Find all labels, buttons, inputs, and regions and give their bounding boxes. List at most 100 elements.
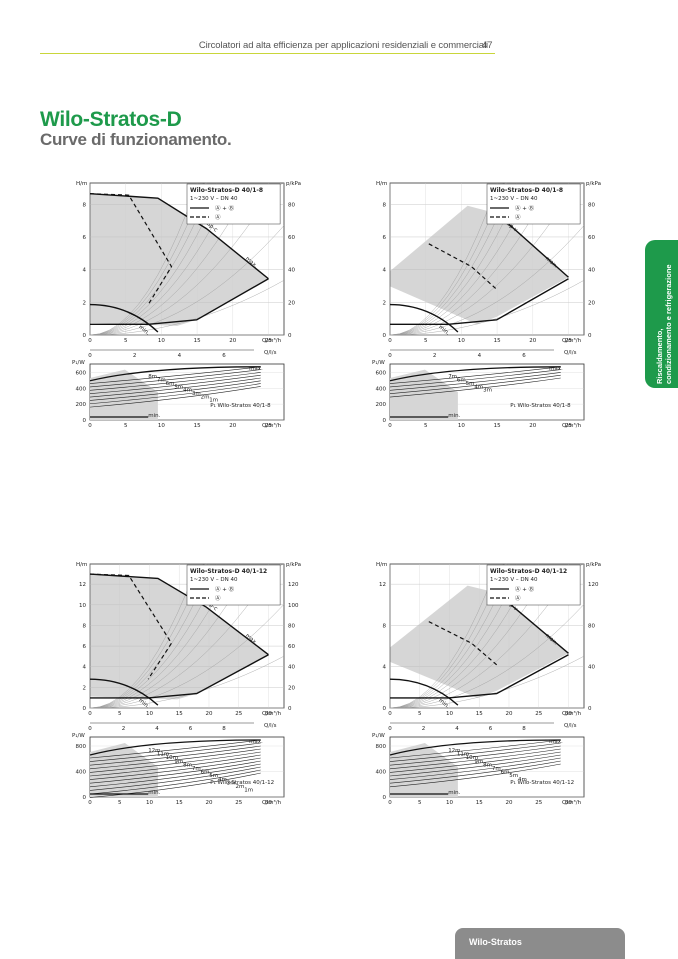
pw-tick-label: 200 [76,402,87,408]
single-pump-curve [428,621,498,666]
q-tick-label: 20 [205,711,212,717]
h-tick-label: 6 [83,644,87,650]
power-q-tick: 5 [418,800,422,806]
power-q-axis-label: Q/m³/h [262,799,282,806]
power-curve-label: 3m [192,391,201,397]
p-tick-label: 80 [588,623,595,629]
power-q-tick: 15 [494,423,501,429]
chart-panel-1: 0 0 2 20 4 40 6 60 8 80 0 5 10 15 20 25 Δp-c max. min. Wilo… [72,175,302,435]
p-tick-label: 20 [288,685,295,691]
legend-subtitle: 1~230 V – DN 40 [190,196,238,202]
pw-tick-label: 400 [76,386,87,392]
ql-axis-label: Q/l/s [564,350,577,356]
legend-entry: Ⓐ + Ⓑ [515,585,535,593]
system-curve [89,182,207,336]
power-curve [89,383,261,405]
control-curve [90,654,269,699]
power-curve [389,763,561,788]
system-curve [389,563,536,709]
power-q-tick: 5 [124,423,128,429]
legend-subtitle: 1~230 V – DN 40 [190,577,238,583]
pw-tick-label: 0 [83,418,87,424]
pw-tick-label: 800 [76,744,87,750]
power-curve-label: 3m [483,388,492,394]
p-tick-label: 80 [588,202,595,208]
power-curve [89,757,261,780]
q-tick-label: 5 [418,711,422,717]
p-axis-label: p/kPa [586,181,601,187]
section-side-tab[interactable]: Riscaldamento, condizionamento e refrige… [645,240,678,388]
chart-panel-4: 0 0 4 40 8 80 12 120 0 5 10 15 20 25 30 Δp-v max. min. Wil… [372,556,602,820]
power-q-tick: 30 [565,800,572,806]
h-axis-label: H/m [76,562,87,568]
h-tick-label: 2 [83,300,87,306]
power-legend: P₁ Wilo-Stratos 40/1-12 [510,780,574,786]
power-q-tick: 25 [565,423,572,429]
power-max-curve [89,739,261,756]
h-tick-label: 10 [79,603,86,609]
p-tick-label: 120 [288,582,299,588]
power-curve-label: 12m [148,748,160,754]
power-legend: P₁ Wilo-Stratos 40/1-8 [510,403,571,409]
power-curve-label: 7m [157,378,166,384]
pump-curve-chart: 0 02 204 406 608 800 5 10 15 20 25Δp-cmax.min.Wilo… [72,181,301,429]
power-curve [389,374,561,394]
power-q-tick: 5 [424,423,428,429]
power-curve [89,742,261,762]
min-curve [389,678,459,706]
q-tick-label: 20 [229,338,236,344]
pw-tick-label: 400 [376,770,387,776]
q-tick-label: 15 [494,338,501,344]
power-curve-label: 10m [466,755,478,761]
q-tick-label: 0 [388,338,392,344]
q-tick-label: 10 [146,711,153,717]
q-tick-label: 15 [176,711,183,717]
h-tick-label: 4 [83,268,87,274]
power-curve [389,760,561,784]
legend-entry: Ⓐ + Ⓑ [215,585,235,593]
h-tick-label: 8 [383,623,387,629]
power-curve-label: 2m [201,394,210,400]
side-tab-line2: condizionamento e refrigerazione [664,264,673,384]
h-axis-label: H/m [376,181,387,187]
p-tick-label: 40 [588,665,595,671]
pw-tick-label: 400 [376,386,387,392]
pw-tick-label: 0 [383,795,387,801]
power-max-label: max. [249,739,263,745]
q-tick-label: 5 [118,711,122,717]
h-tick-label: 12 [79,582,86,588]
system-curve [389,182,507,336]
power-curve-label: 4m [218,777,227,783]
power-curve-label: 7m [492,766,501,772]
p-axis-label: p/kPa [286,181,301,187]
q-tick-label: 0 [88,338,92,344]
power-q-tick: 10 [446,800,453,806]
h-tick-label: 4 [383,268,387,274]
power-max-curve [389,366,561,382]
power-curve-label: 11m [457,752,469,758]
system-curve [89,563,236,709]
power-q-tick: 20 [205,800,212,806]
max-curve [89,573,269,656]
ql-tick-label: 0 [88,353,92,359]
q-tick-label: 25 [235,711,242,717]
power-q-axis-label: Q/m³/h [562,422,582,429]
q-tick-label: 30 [265,711,272,717]
control-curve [390,654,569,699]
p-tick-label: 0 [288,333,292,339]
power-curve-label: 12m [448,748,460,754]
curve-label: min. [137,698,150,711]
power-curve-label: 5m [209,773,218,779]
ql-tick-label: 2 [133,353,137,359]
power-q-tick: 15 [476,800,483,806]
h-tick-label: 0 [83,333,87,339]
p-tick-label: 20 [588,300,595,306]
power-curve-label: 2m [236,784,245,790]
footer-tab[interactable]: Wilo-Stratos [455,928,625,959]
ql-tick-label: 6 [189,726,193,732]
power-curve [89,377,261,398]
power-q-tick: 10 [158,423,165,429]
p-tick-label: 0 [588,333,592,339]
h-tick-label: 2 [83,685,87,691]
power-curve [389,369,561,388]
